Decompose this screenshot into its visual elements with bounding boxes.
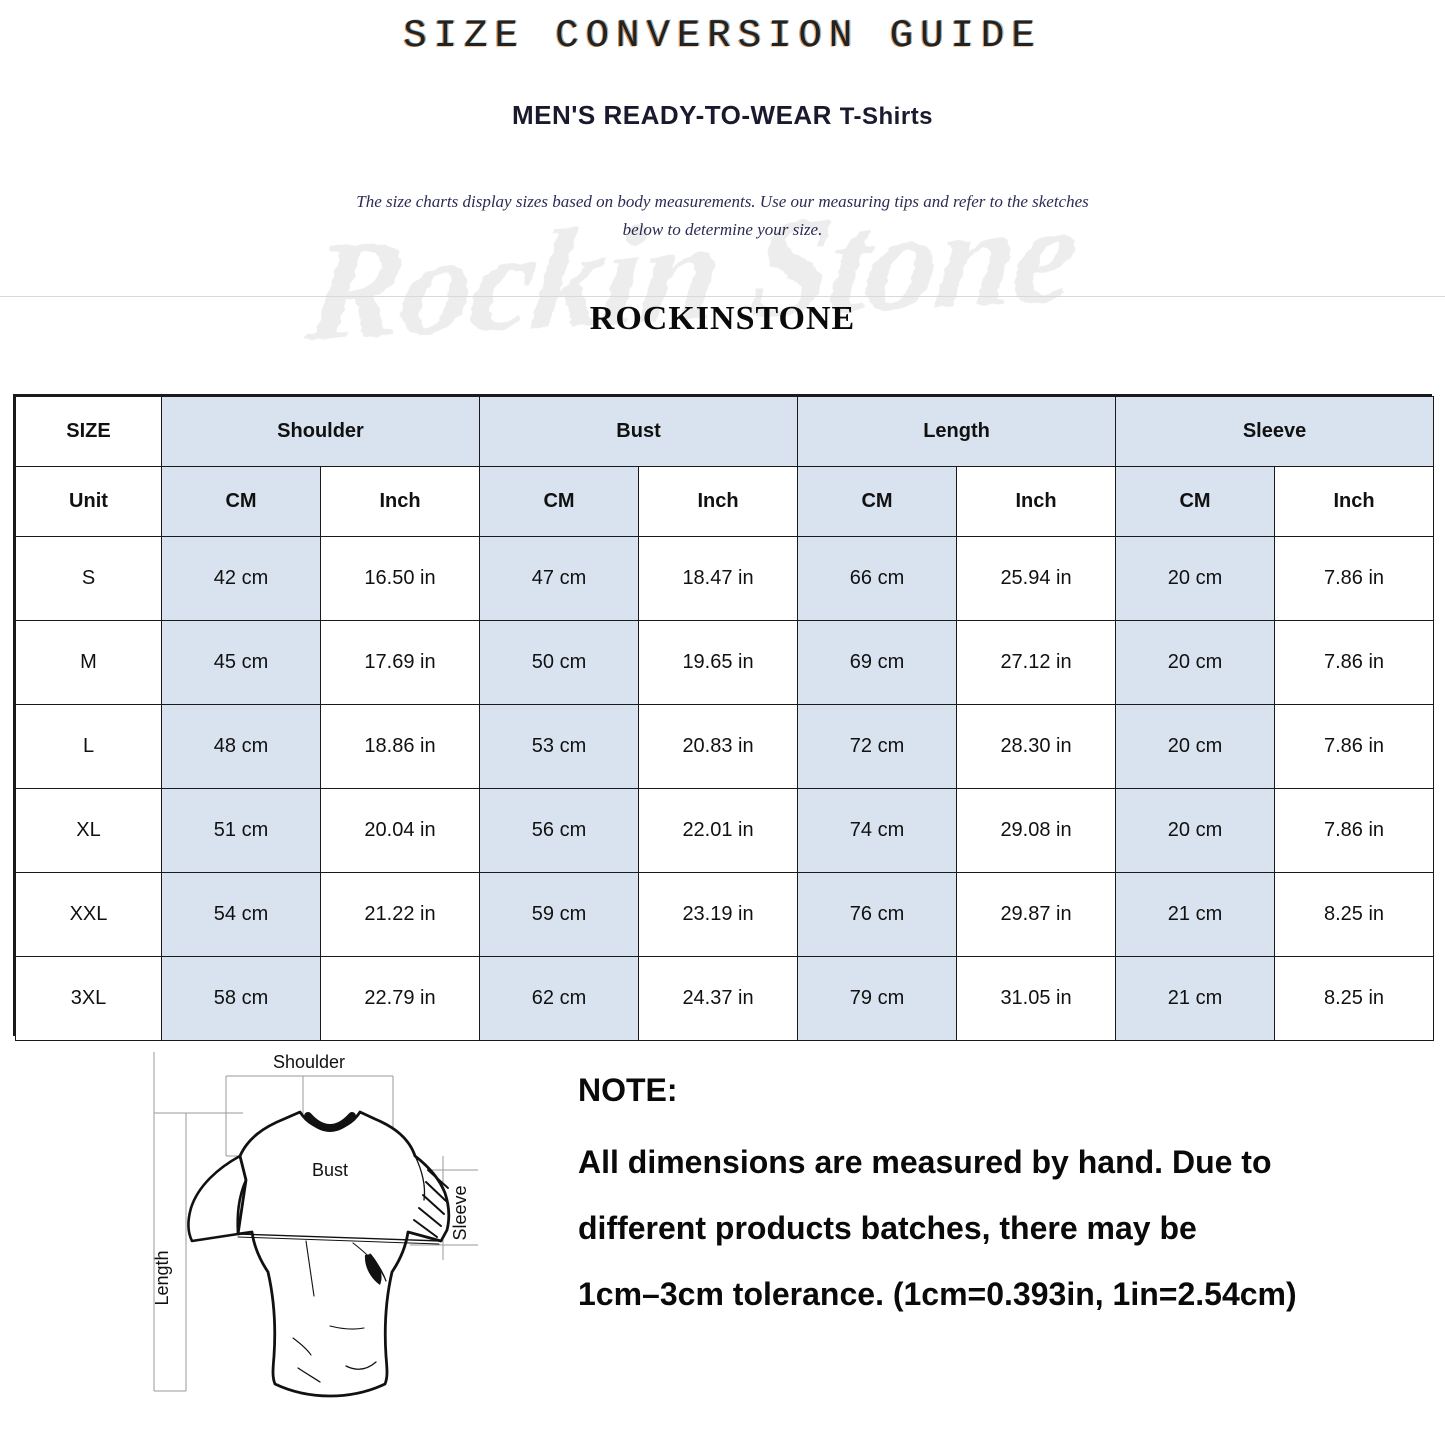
svg-text:Bust: Bust bbox=[312, 1160, 348, 1180]
svg-text:Length: Length bbox=[152, 1250, 172, 1305]
svg-text:Shoulder: Shoulder bbox=[273, 1052, 345, 1072]
svg-text:Sleeve: Sleeve bbox=[450, 1185, 470, 1240]
svg-text:Rockin Stone: Rockin Stone bbox=[298, 173, 1085, 370]
